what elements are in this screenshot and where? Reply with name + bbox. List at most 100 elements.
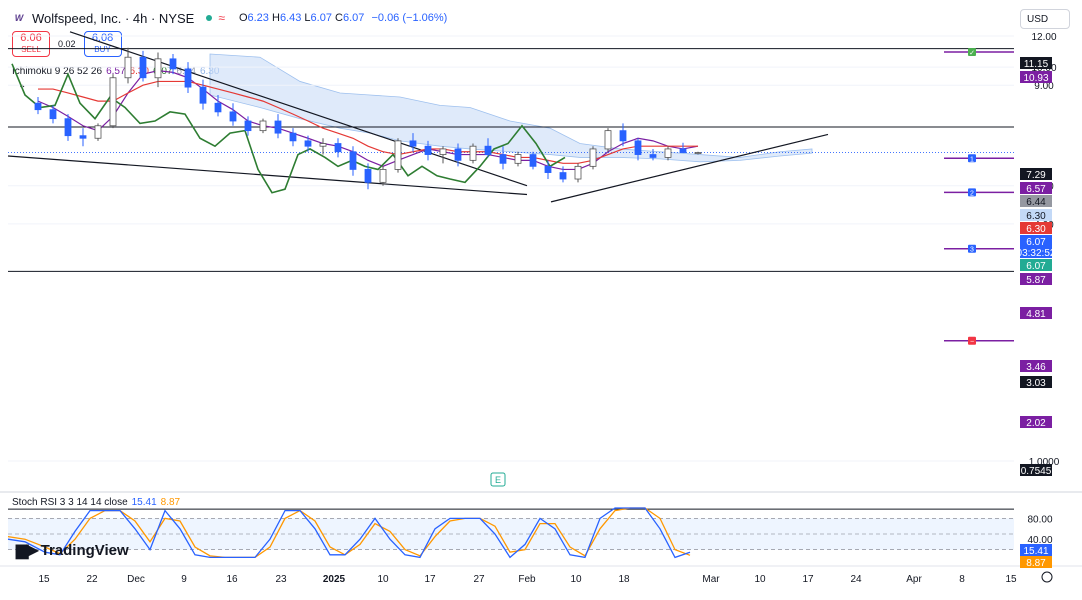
candle-body [409,140,417,147]
ohlc-readout: O6.23 H6.43 L6.07 C6.07 −0.06 (−1.06%) [238,12,448,24]
x-tick-label: 9 [181,574,187,585]
target-marker-icon [968,154,976,163]
company-logo-icon: W [14,13,24,23]
price-label-box [1020,195,1052,207]
x-tick-label: Dec [127,574,145,585]
x-tick-label: 27 [473,574,485,585]
candle-body [259,120,267,132]
price-label-box [1020,246,1052,258]
kijun-line [38,80,698,164]
stoch-d-line [7,507,691,559]
candle-body [619,130,627,142]
currency-selector[interactable]: USD [1020,9,1070,29]
candle-body [109,77,117,127]
tradingview-logo[interactable]: ▆▶ TradingView [16,541,129,560]
x-tick-label: 10 [570,574,582,585]
symbol-title[interactable]: Wolfspeed, Inc. · 4h · NYSE [32,10,195,26]
sell-button[interactable]: 6.06 SELL [12,31,50,57]
target-marker-label: ✓ [969,50,975,57]
x-tick-label: 23 [275,574,287,585]
x-tick-label: 10 [377,574,389,585]
x-tick-label: 10 [754,574,766,585]
x-tick-label: Feb [518,574,536,585]
price-label-box [1020,222,1052,234]
candle-body [334,143,342,153]
candle-body [544,165,552,173]
x-tick-label: 17 [802,574,814,585]
stoch-value-text: 8.87 [1026,558,1046,569]
candle-body [94,125,102,139]
settings-gear-icon [1041,571,1053,583]
candle-body [694,152,702,154]
candle-body [124,56,132,79]
candle-body [169,58,177,70]
stoch-legend[interactable]: Stoch RSI 3 3 14 14 close 15.41 8.87 [12,497,181,508]
spread-value: 0.02 [58,39,76,49]
price-label-box [1020,182,1052,194]
stoch-name: Stoch RSI 3 3 14 14 close [12,497,128,508]
x-tick-label: 15 [1005,574,1017,585]
y-tick-label: 9.00 [1034,81,1054,92]
candle-body [139,56,147,79]
candle-body [199,86,207,104]
price-label-box [1020,235,1052,247]
price-label-box [1020,273,1052,285]
price-label-text: 03:32:52 [1017,248,1056,259]
price-label-box [1020,209,1052,221]
x-tick-label: Apr [906,574,922,585]
candle-body [229,111,237,122]
chart-header: W Wolfspeed, Inc. · 4h · NYSE ≈ O6.23 H6… [12,8,448,28]
price-label-box [1020,71,1052,83]
x-tick-label: 18 [618,574,630,585]
y-tick-label: 12.00 [1031,32,1056,43]
earnings-event-label: E [495,475,501,485]
candle-body [394,140,402,170]
target-marker-label: − [970,339,974,346]
price-label-text: 5.87 [1026,275,1046,286]
candle-body [574,165,582,180]
x-tick-label: 16 [226,574,238,585]
candle-body [499,154,507,164]
y-tick-label: 1.0000 [1029,457,1060,468]
candle-body [154,58,162,79]
candle-body [364,169,372,183]
candle-body [454,148,462,161]
candle-body [79,135,87,139]
price-label-box [1020,168,1052,180]
price-label-box [1020,307,1052,319]
x-tick-label: 2025 [323,574,346,585]
price-label-box [1020,360,1052,372]
candle-body [349,151,357,170]
candle-body [379,169,387,183]
target-marker-label: 1 [970,156,974,163]
price-label-text: 3.03 [1026,378,1046,389]
price-label-text: 10.93 [1023,73,1048,84]
candle-body [664,148,672,158]
support-trendline [7,155,528,196]
price-label-text: 7.29 [1026,170,1046,181]
candle-body [514,154,522,164]
buy-button[interactable]: 6.08 BUY [83,31,122,57]
stoch-tick-label: 80.00 [1027,514,1052,525]
candle-body [214,102,222,113]
market-status-icon [206,15,213,21]
x-tick-label: 24 [850,574,862,585]
candle-body [469,145,477,161]
candle-body [274,120,282,134]
x-tick-label: 22 [86,574,98,585]
earnings-event-icon [490,472,506,487]
price-label-box [1020,416,1052,428]
tenkan-line [37,70,699,171]
price-label-text: 11.15 [1024,59,1049,70]
candle-body [634,140,642,155]
candle-body [679,148,687,153]
candle-body [244,120,252,132]
target-marker-label: 3 [970,247,974,254]
price-label-text: 6.07 [1026,261,1046,272]
candle-body [64,118,72,137]
candle-body [529,154,537,167]
stoch-value-box [1020,544,1052,556]
price-label-box [1020,464,1052,476]
data-delay-icon: ≈ [218,11,225,25]
